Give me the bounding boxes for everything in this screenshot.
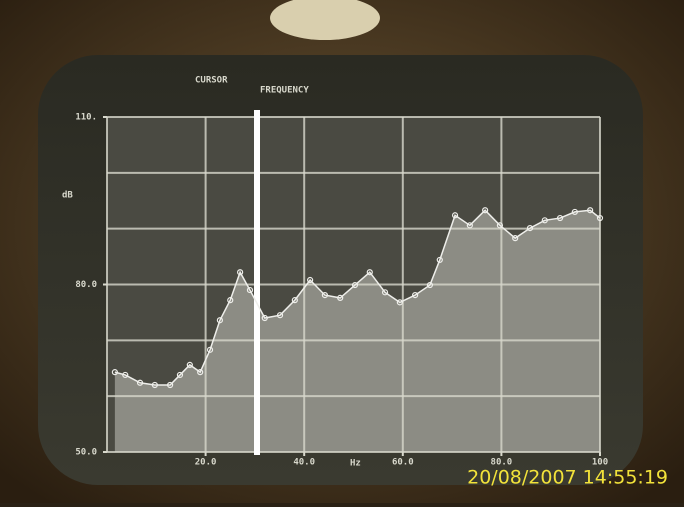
trace-point xyxy=(587,207,594,214)
trace-point xyxy=(596,214,604,222)
trace-point xyxy=(496,222,504,229)
header-frequency: FREQUENCY xyxy=(260,86,309,96)
spectrum-area xyxy=(114,210,600,452)
trace-point xyxy=(276,312,284,319)
x-tick-label: 80.0 xyxy=(491,458,513,468)
y-tick-label: 80.0 xyxy=(75,280,97,290)
trace-point xyxy=(426,281,434,289)
trace-point xyxy=(451,212,459,219)
trace-point xyxy=(291,297,298,304)
trace-point xyxy=(412,292,419,299)
x-axis-label: Hz xyxy=(350,459,361,469)
trace-point xyxy=(337,294,344,301)
trace-point xyxy=(167,381,174,389)
trace-point xyxy=(381,289,389,296)
spectrum-trace xyxy=(114,209,601,386)
x-tick-label: 40.0 xyxy=(293,458,315,468)
trace-point xyxy=(512,235,519,242)
trace-point xyxy=(197,369,204,376)
trace-point xyxy=(111,369,118,376)
trace-point xyxy=(466,222,473,229)
trace-point xyxy=(136,379,144,386)
trace-point xyxy=(246,286,254,294)
trace-point xyxy=(541,217,548,224)
trace-point xyxy=(396,299,403,306)
trace-point xyxy=(151,381,158,389)
trace-point xyxy=(122,371,129,379)
trace-point xyxy=(176,371,184,379)
y-axis-label: dB xyxy=(62,191,73,201)
trace-point xyxy=(436,256,443,264)
x-tick-label: 60.0 xyxy=(392,458,414,468)
reflection xyxy=(270,0,380,40)
trace-point xyxy=(366,269,373,276)
x-tick-label: 100 xyxy=(592,458,608,468)
y-tick-label: 50.0 xyxy=(75,448,97,458)
trace-point xyxy=(556,214,564,222)
trace-point xyxy=(351,281,359,289)
trace-point xyxy=(216,317,223,324)
trace-point xyxy=(227,297,234,304)
trace-point xyxy=(321,292,329,299)
x-tick-label: 20.0 xyxy=(195,458,217,468)
trace-point xyxy=(206,346,214,353)
trace-point xyxy=(261,314,268,322)
timestamp: 20/08/2007 14:55:19 xyxy=(467,467,668,489)
trace-point xyxy=(307,276,314,284)
trace-point xyxy=(571,208,578,216)
trace-point xyxy=(186,361,193,368)
y-tick-label: 110. xyxy=(75,113,97,123)
trace-point xyxy=(526,225,534,232)
trace-point xyxy=(482,207,489,214)
trace-point xyxy=(237,269,244,276)
header-cursor: CURSOR xyxy=(195,76,228,86)
